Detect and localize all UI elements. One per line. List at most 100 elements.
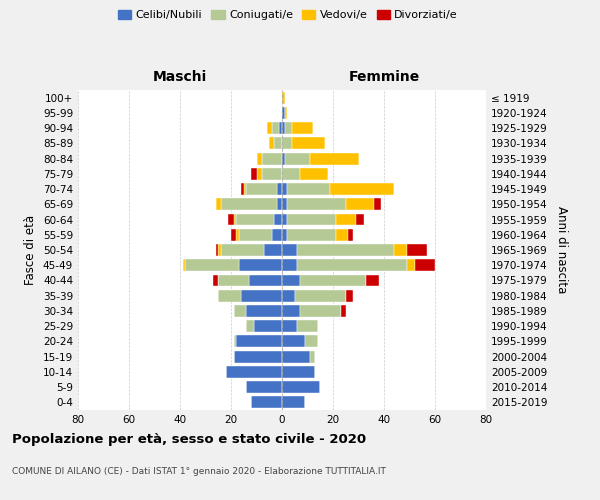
Bar xyxy=(247,320,254,332)
Bar xyxy=(233,350,282,362)
Bar xyxy=(310,152,359,164)
Bar xyxy=(244,183,247,195)
Bar xyxy=(236,229,239,240)
Bar xyxy=(298,260,407,271)
Bar xyxy=(236,336,282,347)
Bar xyxy=(247,305,282,317)
Legend: Celibi/Nubili, Coniugati/e, Vedovi/e, Divorziati/e: Celibi/Nubili, Coniugati/e, Vedovi/e, Di… xyxy=(113,6,463,25)
Text: COMUNE DI AILANO (CE) - Dati ISTAT 1° gennaio 2020 - Elaborazione TUTTITALIA.IT: COMUNE DI AILANO (CE) - Dati ISTAT 1° ge… xyxy=(12,468,386,476)
Bar xyxy=(272,122,280,134)
Bar xyxy=(292,138,325,149)
Bar xyxy=(233,336,236,347)
Bar xyxy=(349,229,353,240)
Bar xyxy=(262,152,282,164)
Bar xyxy=(282,229,287,240)
Bar xyxy=(274,214,282,226)
Bar xyxy=(282,381,320,393)
Bar xyxy=(292,122,313,134)
Bar xyxy=(257,152,262,164)
Bar xyxy=(257,168,262,180)
Bar xyxy=(282,290,295,302)
Bar xyxy=(374,198,382,210)
Bar xyxy=(216,198,221,210)
Bar xyxy=(236,214,274,226)
Bar xyxy=(282,260,298,271)
Bar xyxy=(284,152,310,164)
Bar xyxy=(407,260,415,271)
Bar xyxy=(280,122,282,134)
Bar xyxy=(415,260,435,271)
Bar xyxy=(407,244,427,256)
Bar xyxy=(335,214,356,226)
Bar xyxy=(231,229,236,240)
Y-axis label: Anni di nascita: Anni di nascita xyxy=(554,206,568,294)
Bar xyxy=(182,260,185,271)
Bar xyxy=(264,244,282,256)
Bar xyxy=(274,138,282,149)
Bar xyxy=(346,198,374,210)
Bar xyxy=(282,396,305,408)
Bar xyxy=(282,366,315,378)
Bar xyxy=(282,320,298,332)
Bar xyxy=(300,168,328,180)
Bar xyxy=(213,274,218,286)
Bar xyxy=(282,122,284,134)
Bar xyxy=(282,214,287,226)
Bar xyxy=(282,183,287,195)
Bar xyxy=(282,92,284,104)
Bar xyxy=(218,290,241,302)
Bar xyxy=(262,168,282,180)
Bar xyxy=(254,320,282,332)
Bar xyxy=(282,305,300,317)
Bar xyxy=(282,198,287,210)
Bar xyxy=(247,381,282,393)
Bar xyxy=(282,107,284,119)
Bar xyxy=(300,274,366,286)
Bar xyxy=(305,336,318,347)
Bar xyxy=(366,274,379,286)
Bar xyxy=(394,244,407,256)
Bar xyxy=(356,214,364,226)
Bar xyxy=(298,244,394,256)
Bar xyxy=(277,183,282,195)
Bar xyxy=(221,198,277,210)
Bar xyxy=(241,183,244,195)
Bar xyxy=(346,290,353,302)
Bar xyxy=(233,214,236,226)
Bar xyxy=(226,366,282,378)
Bar xyxy=(282,138,292,149)
Bar xyxy=(282,152,284,164)
Bar xyxy=(247,183,277,195)
Bar xyxy=(287,183,331,195)
Bar xyxy=(216,244,218,256)
Bar xyxy=(218,274,249,286)
Bar xyxy=(221,244,264,256)
Bar xyxy=(251,168,257,180)
Text: Maschi: Maschi xyxy=(153,70,207,84)
Bar xyxy=(272,229,282,240)
Bar xyxy=(284,107,287,119)
Bar xyxy=(295,290,346,302)
Bar xyxy=(310,350,315,362)
Bar xyxy=(185,260,239,271)
Bar xyxy=(287,214,335,226)
Bar xyxy=(229,214,233,226)
Bar xyxy=(331,183,394,195)
Bar xyxy=(300,305,341,317)
Bar xyxy=(282,336,305,347)
Bar xyxy=(249,274,282,286)
Bar xyxy=(284,122,292,134)
Bar xyxy=(282,350,310,362)
Bar xyxy=(335,229,349,240)
Bar xyxy=(218,244,221,256)
Bar xyxy=(282,244,298,256)
Bar xyxy=(277,198,282,210)
Bar xyxy=(287,229,335,240)
Bar xyxy=(282,168,300,180)
Bar xyxy=(287,198,346,210)
Bar xyxy=(298,320,318,332)
Bar xyxy=(241,290,282,302)
Bar xyxy=(341,305,346,317)
Bar xyxy=(239,260,282,271)
Bar xyxy=(269,138,274,149)
